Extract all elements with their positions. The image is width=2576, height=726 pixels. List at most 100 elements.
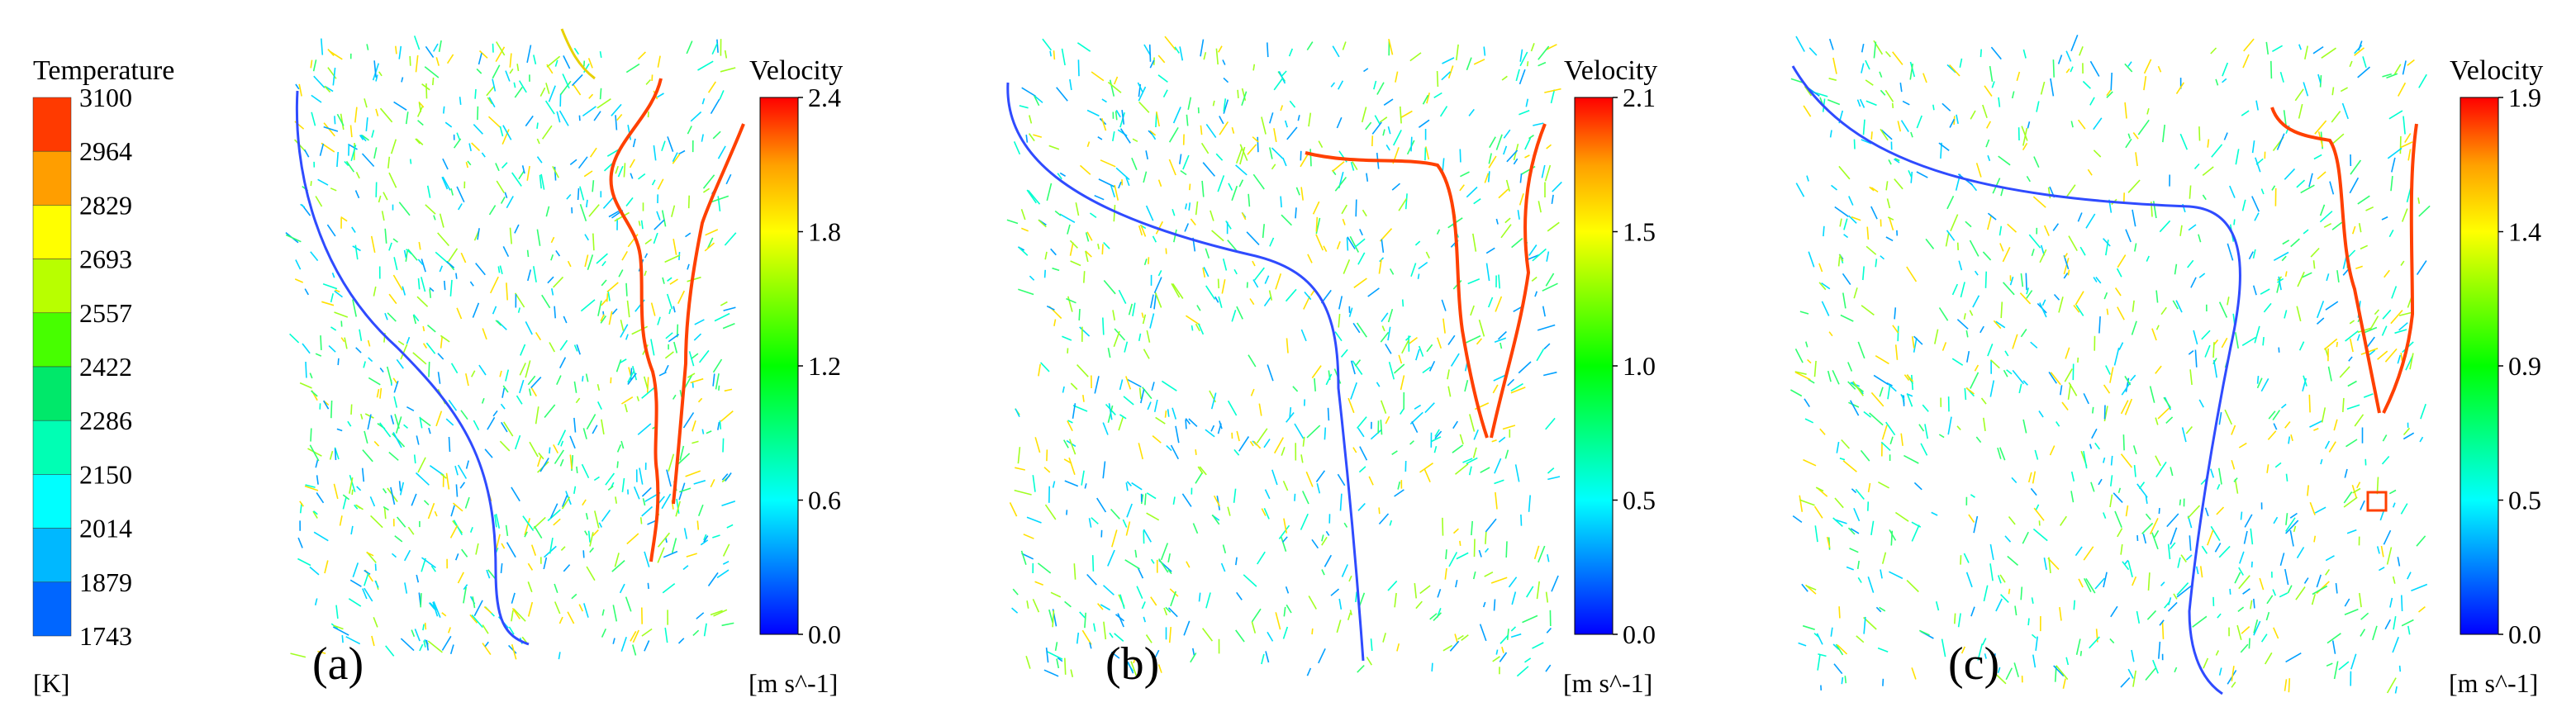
velocity-vector bbox=[484, 641, 489, 648]
velocity-vector bbox=[337, 358, 340, 366]
velocity-vector bbox=[601, 279, 607, 287]
velocity-vector bbox=[527, 601, 534, 617]
velocity-vector bbox=[2344, 468, 2348, 478]
velocity-vector bbox=[2304, 45, 2308, 59]
velocity-vector bbox=[1026, 189, 1037, 204]
velocity-vector bbox=[2018, 383, 2022, 394]
velocity-vector bbox=[1894, 511, 1909, 522]
velocity-vector bbox=[1851, 216, 1861, 221]
velocity-vector bbox=[644, 253, 649, 259]
velocity-vector bbox=[671, 205, 676, 217]
velocity-vector bbox=[393, 396, 398, 408]
velocity-vector bbox=[1880, 128, 1889, 141]
velocity-vector bbox=[608, 311, 613, 325]
velocity-vector bbox=[2133, 465, 2136, 477]
velocity-vector bbox=[1040, 362, 1050, 372]
velocity-vector bbox=[1102, 317, 1105, 335]
velocity-vector bbox=[1886, 382, 1893, 387]
velocity-vector bbox=[2272, 589, 2277, 596]
velocity-vector bbox=[1989, 543, 1994, 561]
velocity-vector bbox=[1951, 358, 1964, 366]
velocity-vector bbox=[619, 583, 625, 594]
velocity-vector bbox=[1122, 519, 1128, 528]
velocity-vector bbox=[1434, 429, 1440, 438]
velocity-vector bbox=[682, 565, 689, 571]
velocity-vector bbox=[614, 211, 630, 222]
velocity-vector bbox=[1380, 331, 1390, 343]
velocity-vector bbox=[1059, 172, 1067, 177]
velocity-vector bbox=[2290, 434, 2293, 442]
velocity-vector bbox=[1186, 561, 1191, 568]
velocity-vector bbox=[414, 629, 421, 642]
velocity-vector bbox=[1400, 375, 1405, 391]
velocity-vector bbox=[1846, 566, 1854, 571]
velocity-vector bbox=[1138, 387, 1142, 400]
velocity-vector bbox=[484, 448, 493, 458]
velocity-vector bbox=[1911, 667, 1917, 680]
velocity-vector bbox=[2188, 349, 2194, 355]
velocity-vector bbox=[1205, 429, 1215, 438]
velocity-vector bbox=[2284, 168, 2296, 180]
velocity-vector bbox=[1321, 534, 1324, 542]
velocity-vector bbox=[2325, 568, 2331, 576]
velocity-vector bbox=[1520, 514, 1523, 526]
velocity-vector bbox=[1879, 71, 1883, 78]
velocity-vector bbox=[1857, 577, 1862, 583]
velocity-vector bbox=[1334, 331, 1343, 342]
velocity-vector bbox=[665, 332, 673, 339]
velocity-vector bbox=[421, 277, 426, 292]
velocity-vector bbox=[1532, 248, 1547, 262]
velocity-vector bbox=[1115, 109, 1121, 118]
velocity-vector bbox=[1853, 507, 1861, 522]
velocity-vector bbox=[516, 395, 523, 405]
velocity-vector bbox=[511, 610, 514, 622]
velocity-vector bbox=[1220, 562, 1226, 572]
velocity-vector bbox=[2386, 547, 2393, 565]
velocity-vector bbox=[1437, 337, 1442, 349]
velocity-vector bbox=[444, 280, 446, 291]
velocity-vector bbox=[1400, 110, 1413, 118]
velocity-vector bbox=[2127, 61, 2132, 67]
velocity-vector bbox=[706, 430, 712, 434]
velocity-vector bbox=[597, 300, 602, 316]
velocity-vector bbox=[2158, 641, 2161, 659]
velocity-vector bbox=[2377, 350, 2388, 360]
panel-a-velocity-vectors bbox=[285, 36, 737, 660]
velocity-vector bbox=[421, 259, 426, 273]
velocity-vector bbox=[2026, 175, 2031, 183]
velocity-vector bbox=[2085, 213, 2096, 229]
velocity-vector bbox=[1472, 571, 1476, 580]
velocity-vector bbox=[553, 444, 559, 453]
panel-b-keyhole-wall-right bbox=[1490, 123, 1547, 439]
velocity-vector bbox=[2170, 527, 2178, 545]
velocity-vector bbox=[1069, 242, 1074, 256]
velocity-vector bbox=[432, 77, 435, 86]
velocity-vector bbox=[2121, 382, 2132, 396]
velocity-vector bbox=[511, 592, 516, 604]
velocity-vector bbox=[2193, 330, 2198, 345]
velocity-vector bbox=[1286, 126, 1298, 140]
velocity-vector bbox=[2093, 117, 2103, 130]
velocity-vector bbox=[354, 244, 359, 260]
velocity-vector bbox=[2110, 605, 2118, 618]
velocity-vector bbox=[710, 479, 715, 488]
velocity-vector bbox=[2090, 482, 2095, 492]
velocity-vector bbox=[440, 335, 450, 343]
velocity-vector bbox=[1174, 46, 1180, 54]
velocity-vector bbox=[486, 569, 491, 579]
velocity-tick-label: 0.0 bbox=[2508, 619, 2541, 649]
velocity-vector bbox=[671, 538, 677, 553]
velocity-vector bbox=[371, 130, 375, 138]
velocity-vector bbox=[1956, 114, 1959, 125]
velocity-vector bbox=[1118, 181, 1122, 189]
velocity-vector bbox=[1843, 234, 1849, 239]
velocity-vector bbox=[2262, 337, 2265, 346]
velocity-vector bbox=[2032, 528, 2048, 542]
velocity-vector bbox=[373, 147, 378, 159]
velocity-vector bbox=[397, 340, 405, 346]
velocity-vector bbox=[383, 505, 389, 511]
velocity-vector bbox=[2254, 325, 2260, 344]
velocity-vector bbox=[1215, 48, 1219, 65]
velocity-vector bbox=[352, 562, 359, 577]
velocity-vector bbox=[2146, 610, 2157, 620]
